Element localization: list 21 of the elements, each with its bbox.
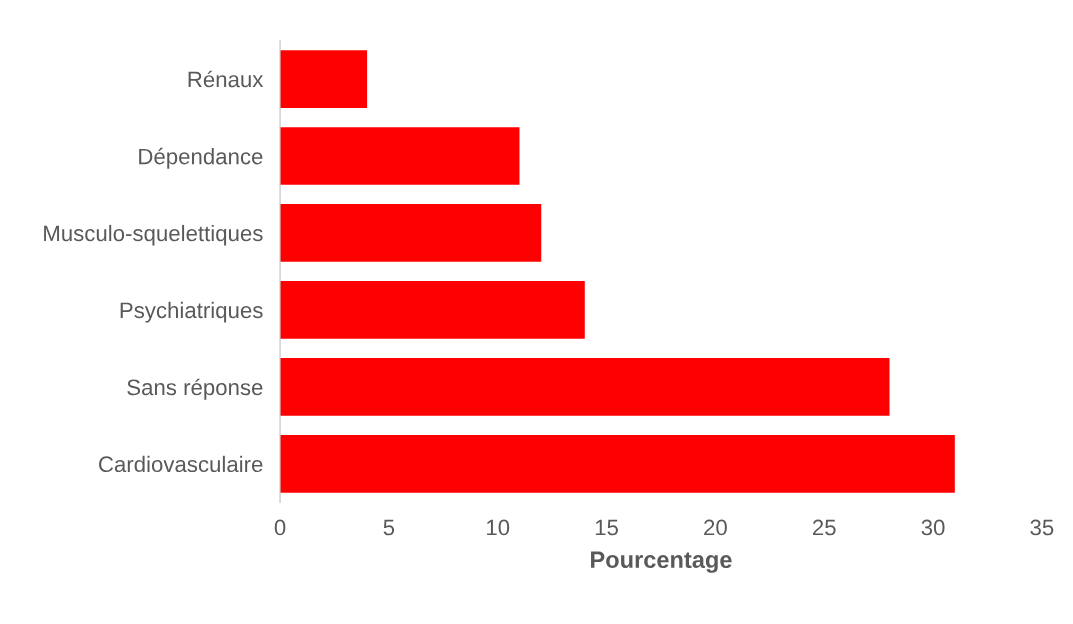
y-tick-label: Psychiatriques [120, 301, 263, 323]
y-tick-label: Dépendance [139, 147, 263, 169]
y-tick-label: Musculo-squelettiques [44, 224, 263, 246]
x-tick-label: 15 [595, 519, 618, 536]
x-tick-label: 20 [704, 519, 727, 536]
x-tick-label: 35 [1030, 519, 1054, 536]
y-tick-label: Sans réponse [127, 378, 263, 400]
y-tick-label: Cardiovasculaire [99, 455, 263, 473]
y-tick-label: Rénaux [188, 70, 264, 88]
x-tick-label: 5 [383, 519, 395, 536]
x-axis-title: Pourcentage [591, 551, 732, 573]
x-tick-label: 0 [274, 519, 286, 536]
bar [280, 127, 520, 185]
bar [280, 281, 585, 339]
x-tick-label: 25 [812, 519, 836, 536]
bar [280, 50, 368, 108]
bar [280, 358, 890, 416]
x-tick-label: 30 [921, 519, 945, 536]
bar [280, 434, 955, 493]
bar [280, 204, 542, 262]
x-tick-label: 10 [487, 519, 510, 536]
